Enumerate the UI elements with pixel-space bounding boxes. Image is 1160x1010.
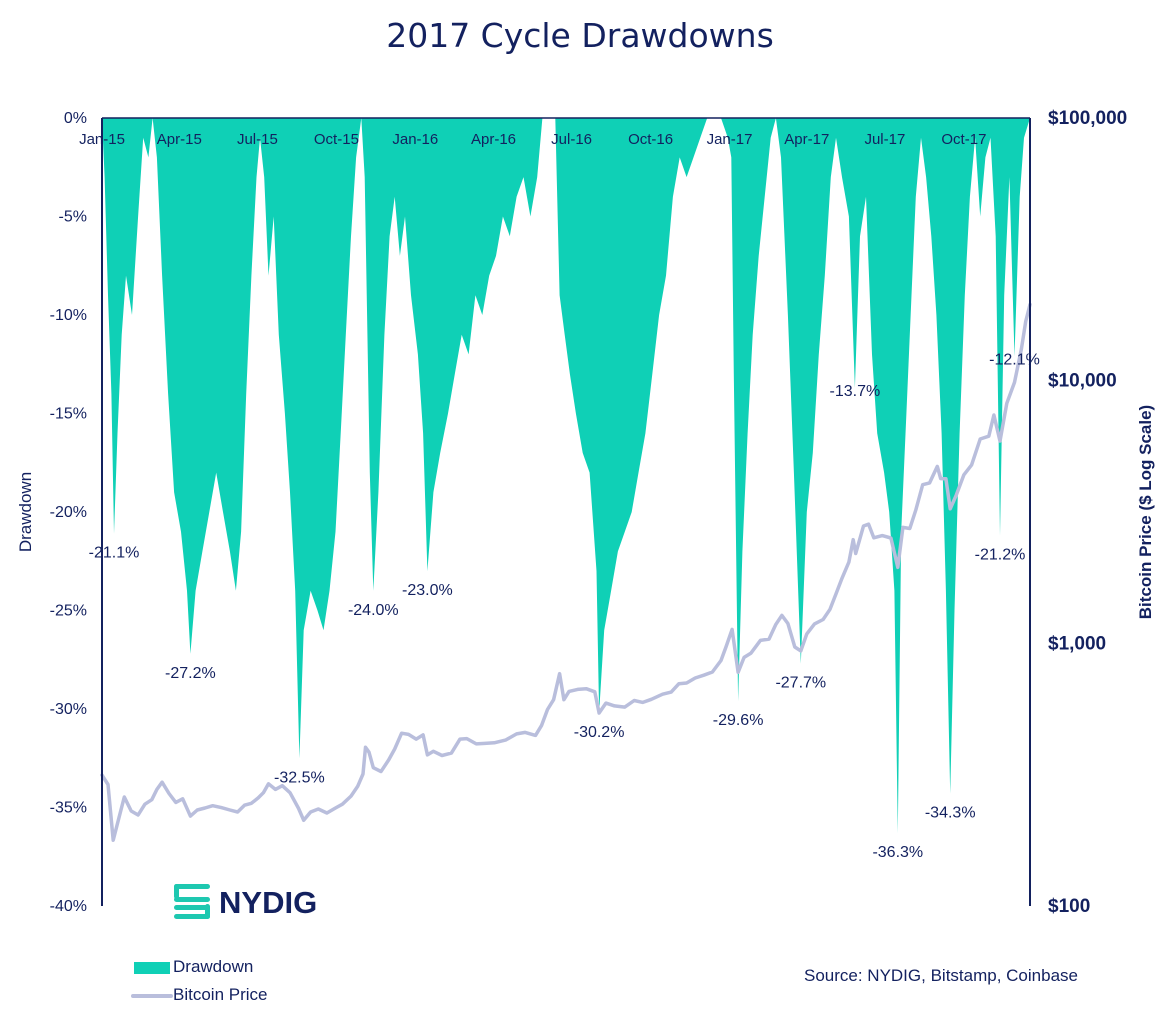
legend: Drawdown Bitcoin Price <box>131 957 267 1004</box>
logo-text: NYDIG <box>219 885 317 920</box>
left-tick-label: -35% <box>50 800 87 817</box>
price-line <box>100 302 1032 842</box>
left-tick-label: -10% <box>50 307 87 324</box>
x-tick-label: Oct-16 <box>628 131 673 148</box>
x-tick-label: Apr-16 <box>471 131 516 148</box>
left-tick-label: -25% <box>50 603 87 620</box>
right-tick-label: $1,000 <box>1048 633 1106 654</box>
left-tick-label: -20% <box>50 504 87 521</box>
chart-title: 2017 Cycle Drawdowns <box>386 16 774 55</box>
drawdown-annotation: -27.7% <box>775 675 826 692</box>
legend-drawdown-swatch <box>134 962 170 974</box>
drawdown-annotation: -21.2% <box>975 547 1026 564</box>
drawdown-area <box>102 118 1030 834</box>
x-axis-ticks: Jan-15 Apr-15 Jul-15 Oct-15 Jan-16 Apr-16 Jul-… <box>79 131 986 148</box>
x-tick-label: Jan-17 <box>707 131 753 148</box>
left-tick-label: -30% <box>50 701 87 718</box>
x-tick-label: Oct-15 <box>314 131 359 148</box>
right-axis-label: Bitcoin Price ($ Log Scale) <box>1136 405 1155 619</box>
source-note: Source: NYDIG, Bitstamp, Coinbase <box>804 966 1078 985</box>
left-tick-label: -5% <box>59 209 87 226</box>
nydig-logo-icon <box>174 884 210 919</box>
drawdown-annotation: -24.0% <box>348 602 399 619</box>
left-tick-label: -15% <box>50 406 87 423</box>
drawdown-annotation: -30.2% <box>574 724 625 741</box>
right-axis-ticks: $100,000 $10,000 $1,000 $100 <box>1048 108 1127 917</box>
drawdown-annotation: -29.6% <box>713 712 764 729</box>
drawdown-annotation: -34.3% <box>925 805 976 822</box>
left-axis-label: Drawdown <box>16 472 35 552</box>
drawdown-annotation: -12.1% <box>989 351 1040 368</box>
legend-price-label: Bitcoin Price <box>173 985 267 1004</box>
right-tick-label: $100,000 <box>1048 108 1127 129</box>
x-tick-label: Jul-15 <box>237 131 278 148</box>
x-tick-label: Apr-17 <box>784 131 829 148</box>
x-tick-label: Jan-15 <box>79 131 125 148</box>
left-tick-label: 0% <box>64 110 87 127</box>
x-tick-label: Jan-16 <box>392 131 438 148</box>
right-tick-label: $10,000 <box>1048 371 1117 392</box>
drawdown-annotations: -21.1% -27.2% -32.5% -24.0%-23.0% -30.2% -29.… <box>89 351 1040 861</box>
left-axis-ticks: 0% -5% -10% -15% -20% -25% -30% -35% -40% <box>50 110 87 915</box>
drawdown-annotation: -36.3% <box>872 844 923 861</box>
x-tick-label: Jul-16 <box>551 131 592 148</box>
legend-drawdown-label: Drawdown <box>173 957 253 976</box>
bitcoin-price-line <box>100 302 1032 842</box>
x-tick-label: Jul-17 <box>864 131 905 148</box>
left-tick-label: -40% <box>50 898 87 915</box>
x-tick-label: Oct-17 <box>941 131 986 148</box>
right-tick-label: $100 <box>1048 896 1090 917</box>
drawdown-annotation: -13.7% <box>830 383 881 400</box>
drawdown-fill <box>102 118 1030 834</box>
drawdown-annotation: -23.0% <box>402 582 453 599</box>
x-tick-label: Apr-15 <box>157 131 202 148</box>
drawdown-annotation: -27.2% <box>165 665 216 682</box>
nydig-logo: NYDIG <box>174 884 317 920</box>
drawdown-annotation: -32.5% <box>274 769 325 786</box>
drawdown-annotation: -21.1% <box>89 545 140 562</box>
